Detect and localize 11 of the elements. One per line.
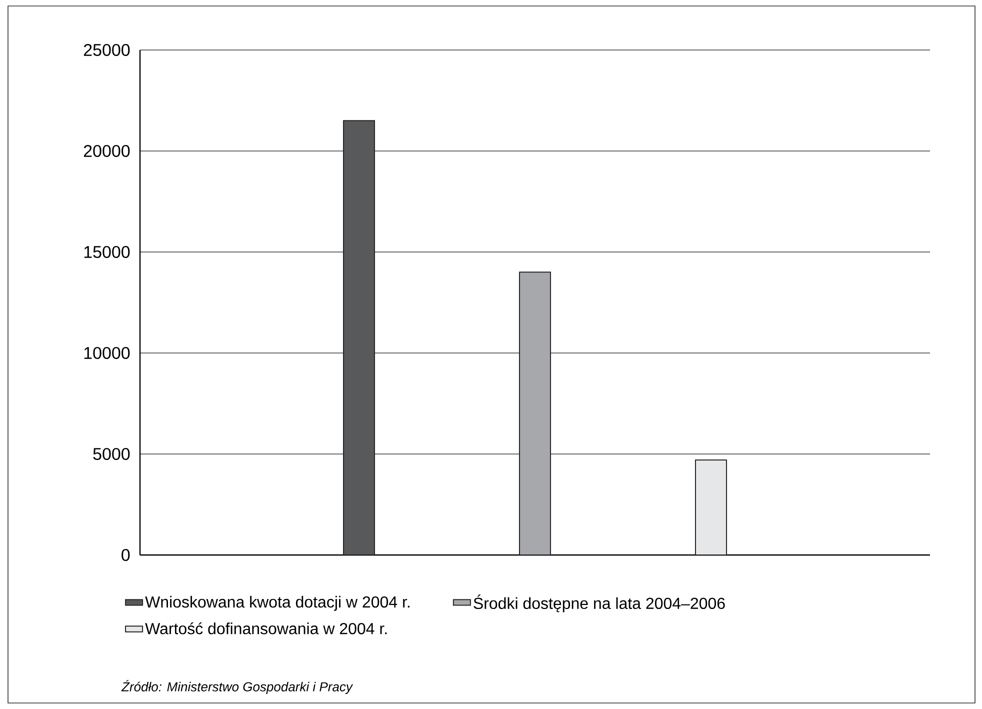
y-tick-label: 25000 [84,44,130,56]
y-tick-label: 0 [122,548,130,562]
bar [343,120,376,555]
y-tick-label: 20000 [84,144,130,158]
legend-label: Wartość dofinansowania w 2004 r. [145,622,387,634]
text: Źródło: Ministerstwo Gospodarki i Pracy [121,680,354,694]
y-tick-label: 15000 [84,246,130,258]
y-tick-label: 10000 [84,346,130,360]
legend-label: Wnioskowana kwota dotacji w 2004 r. [145,596,410,611]
y-tick-label: 5000 [93,448,130,460]
legend-label: Środki dostępne na lata 2004–2006 [474,594,725,612]
